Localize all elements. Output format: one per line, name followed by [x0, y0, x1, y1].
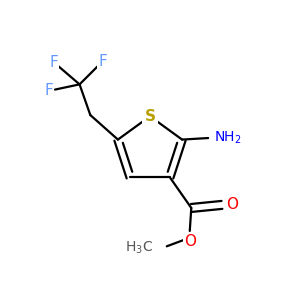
Text: F: F	[98, 54, 107, 69]
Text: H$_3$C: H$_3$C	[125, 240, 153, 256]
Text: F: F	[44, 83, 53, 98]
Text: NH$_2$: NH$_2$	[214, 130, 242, 146]
Text: S: S	[145, 109, 155, 124]
Text: O: O	[184, 234, 196, 249]
Text: O: O	[226, 197, 238, 212]
Text: F: F	[49, 56, 58, 70]
